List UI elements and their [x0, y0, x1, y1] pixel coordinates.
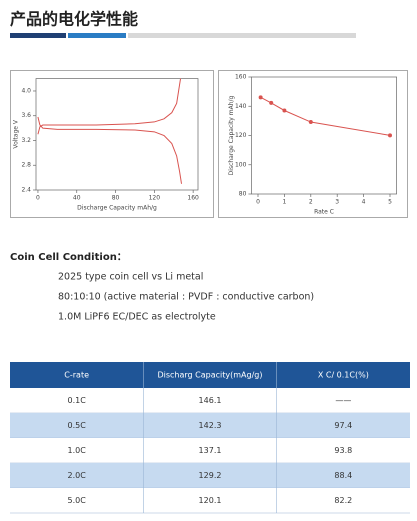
condition-line: 2025 type coin cell vs Li metal — [58, 272, 203, 283]
y-axis-label: Voltage V — [13, 119, 20, 148]
table-row — [10, 463, 410, 488]
y-tick-label: 160 — [235, 74, 247, 81]
y-tick-label: 3.2 — [21, 137, 31, 144]
x-tick-label: 160 — [187, 195, 199, 202]
y-tick-label: 120 — [235, 132, 247, 139]
table-cell: 0.5C — [68, 421, 87, 430]
table-cell: 1.0C — [68, 446, 87, 455]
y-tick-label: 100 — [235, 161, 247, 168]
x-tick-label: 2 — [309, 199, 313, 206]
data-point — [308, 120, 313, 125]
table-cell: 5.0C — [68, 496, 87, 505]
x-tick-label: 120 — [149, 195, 161, 202]
y-tick-label: 4.0 — [21, 87, 31, 94]
column-header: C-rate — [64, 371, 89, 380]
x-tick-label: 3 — [335, 199, 339, 206]
table-cell: 2.0C — [68, 471, 87, 480]
data-point — [282, 108, 287, 113]
table-row — [10, 388, 410, 413]
y-tick-label: 80 — [239, 191, 247, 198]
condition-line: 1.0M LiPF6 EC/DEC as electrolyte — [58, 312, 216, 323]
column-header: Discharg Capacity(mAg/g) — [157, 371, 262, 380]
table-cell: 129.2 — [199, 471, 222, 480]
y-tick-label: 3.6 — [21, 112, 31, 119]
table-cell: 142.3 — [199, 421, 222, 430]
y-tick-label: 140 — [235, 103, 247, 110]
plot-area — [35, 78, 199, 191]
data-point — [269, 100, 274, 105]
table-cell: 0.1C — [68, 396, 87, 405]
column-header: X C/ 0.1C(%) — [318, 371, 369, 380]
data-point — [258, 95, 263, 100]
table-cell: 120.1 — [199, 496, 222, 505]
page-title: 产品的电化学性能 — [10, 10, 138, 29]
y-tick-label: 2.8 — [21, 162, 31, 169]
table-cell: 97.4 — [334, 421, 352, 430]
plot-area — [251, 76, 397, 195]
x-tick-label: 5 — [388, 199, 392, 206]
data-line — [37, 78, 182, 135]
x-tick-label: 0 — [36, 195, 40, 202]
chart-frame — [10, 70, 214, 218]
table-row — [10, 488, 410, 513]
y-axis-label: Discharge Capacity mAh/g — [228, 95, 235, 175]
table-header — [10, 362, 410, 388]
table-cell: —— — [335, 396, 351, 405]
x-tick-label: 0 — [256, 199, 260, 206]
title-bar — [68, 33, 126, 38]
condition-line: 80:10:10 (active material : PVDF : condu… — [58, 292, 314, 303]
data-line — [37, 116, 183, 184]
x-tick-label: 4 — [362, 199, 366, 206]
x-axis-label: Rate C — [314, 209, 334, 216]
y-tick-label: 2.4 — [21, 187, 31, 194]
chart-frame — [218, 70, 408, 218]
table-cell: 137.1 — [199, 446, 222, 455]
table-cell: 146.1 — [199, 396, 222, 405]
data-point — [388, 133, 392, 138]
x-tick-label: 40 — [73, 195, 81, 202]
table-row — [10, 413, 410, 438]
title-bar — [128, 33, 356, 38]
x-axis-label: Discharge Capacity mAh/g — [77, 205, 157, 212]
data-line — [260, 96, 391, 136]
x-tick-label: 1 — [282, 199, 286, 206]
table-cell: 82.2 — [334, 496, 352, 505]
table-row — [10, 438, 410, 463]
title-bar — [10, 33, 66, 38]
table-cell: 88.4 — [334, 471, 352, 480]
condition-title: Coin Cell Condition： — [10, 252, 127, 263]
x-tick-label: 80 — [112, 195, 120, 202]
table-cell: 93.8 — [334, 446, 352, 455]
